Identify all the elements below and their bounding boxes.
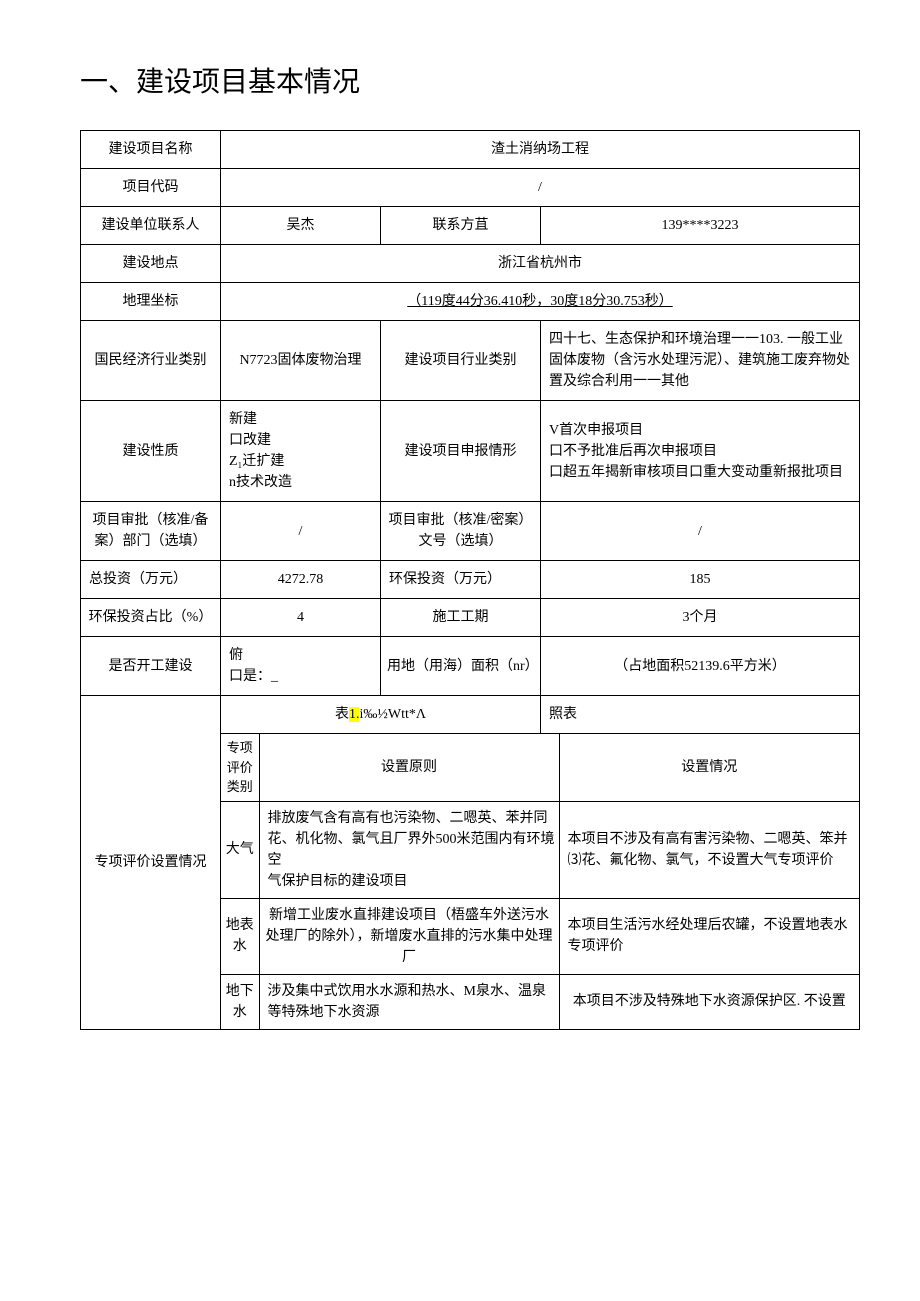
land-area: （占地面积52139.6平方米） [541,637,860,696]
env-ratio: 4 [221,599,381,637]
contact-mode: 139****3223 [541,207,860,245]
location: 浙江省杭州市 [221,245,860,283]
total-invest: 4272.78 [221,561,381,599]
declare-type-label: 建设项目申报情形 [381,401,541,502]
inner-row: 地表水 新增工业废水直排建设项目（梧盛车外送污水处理厂的除外），新增废水直排的污… [221,898,859,974]
coord: （119度44分36.410秒，30度18分30.753秒） [221,283,860,321]
contact-mode-label: 联系方苴 [381,207,541,245]
contact-person-label: 建设单位联系人 [81,207,221,245]
approve-dept: / [221,502,381,561]
build-nature-label: 建设性质 [81,401,221,502]
build-nature: 新建 口改建 Z₁迁扩建 n技术改造 [221,401,381,502]
inner-cat: 地表水 [221,898,259,974]
total-invest-label: 总投资（万元） [81,561,221,599]
project-code-label: 项目代码 [81,169,221,207]
declare-type: V首次申报项目 口不予批准后再次申报项目 口超五年揭新审核项目口重大变动重新报批… [541,401,860,502]
inner-principle: 排放废气含有高有也污染物、二嗯英、苯并同花、机化物、氯气且厂界外500米范围内有… [259,801,559,898]
location-label: 建设地点 [81,245,221,283]
inner-status: 本项目不涉及有高有害污染物、二嗯英、笨并⑶花、氟化物、氯气，不设置大气专项评价 [559,801,859,898]
started: 俯 口是：_ [221,637,381,696]
proj-industry: 四十七、生态保护和环境治理一一103. 一般工业固体废物（含污水处理污泥）、建筑… [541,321,860,401]
inner-status: 本项目不涉及特殊地下水资源保护区. 不设置 [559,974,859,1029]
industry-cat: N7723固体废物治理 [221,321,381,401]
inner-col-principle: 设置原则 [259,734,559,801]
started-label: 是否开工建设 [81,637,221,696]
special-eval-table: 专项评价类别 设置原则 设置情况 大气 排放废气含有高有也污染物、二嗯英、苯并同… [221,734,859,1029]
inner-status: 本项目生活污水经处理后农罐，不设置地表水专项评价 [559,898,859,974]
period: 3个月 [541,599,860,637]
env-invest-label: 环保投资（万元） [381,561,541,599]
approve-no: / [541,502,860,561]
inner-header-right: 照表 [541,696,860,734]
coord-label: 地理坐标 [81,283,221,321]
inner-cat: 地下水 [221,974,259,1029]
page-heading: 一、建设项目基本情况 [80,60,860,100]
period-label: 施工工期 [381,599,541,637]
project-code: / [221,169,860,207]
inner-principle: 涉及集中式饮用水水源和热水、M泉水、温泉等特殊地下水资源 [259,974,559,1029]
inner-row: 地下水 涉及集中式饮用水水源和热水、M泉水、温泉等特殊地下水资源 本项目不涉及特… [221,974,859,1029]
env-ratio-label: 环保投资占比（%） [81,599,221,637]
land-area-label: 用地（用海）面积（nr） [381,637,541,696]
inner-cat: 大气 [221,801,259,898]
industry-cat-label: 国民经济行业类别 [81,321,221,401]
special-eval-label: 专项评价设置情况 [81,696,221,1030]
approve-no-label: 项目审批（核准/密案）文号（选填） [381,502,541,561]
inner-principle: 新增工业废水直排建设项目（梧盛车外送污水处理厂的除外），新增废水直排的污水集中处… [259,898,559,974]
env-invest: 185 [541,561,860,599]
inner-col-status: 设置情况 [559,734,859,801]
project-name: 渣土消纳场工程 [221,131,860,169]
inner-col-cat: 专项评价类别 [221,734,259,801]
approve-dept-label: 项目审批（核准/备案）部门（选填） [81,502,221,561]
project-info-table: 建设项目名称 渣土消纳场工程 项目代码 / 建设单位联系人 吴杰 联系方苴 13… [80,130,860,1030]
contact-person: 吴杰 [221,207,381,245]
project-name-label: 建设项目名称 [81,131,221,169]
inner-header-left: 表1.i‰½Wtt*Λ [221,696,541,734]
proj-industry-label: 建设项目行业类别 [381,321,541,401]
inner-table-container: 专项评价类别 设置原则 设置情况 大气 排放废气含有高有也污染物、二嗯英、苯并同… [221,734,860,1030]
inner-row: 大气 排放废气含有高有也污染物、二嗯英、苯并同花、机化物、氯气且厂界外500米范… [221,801,859,898]
